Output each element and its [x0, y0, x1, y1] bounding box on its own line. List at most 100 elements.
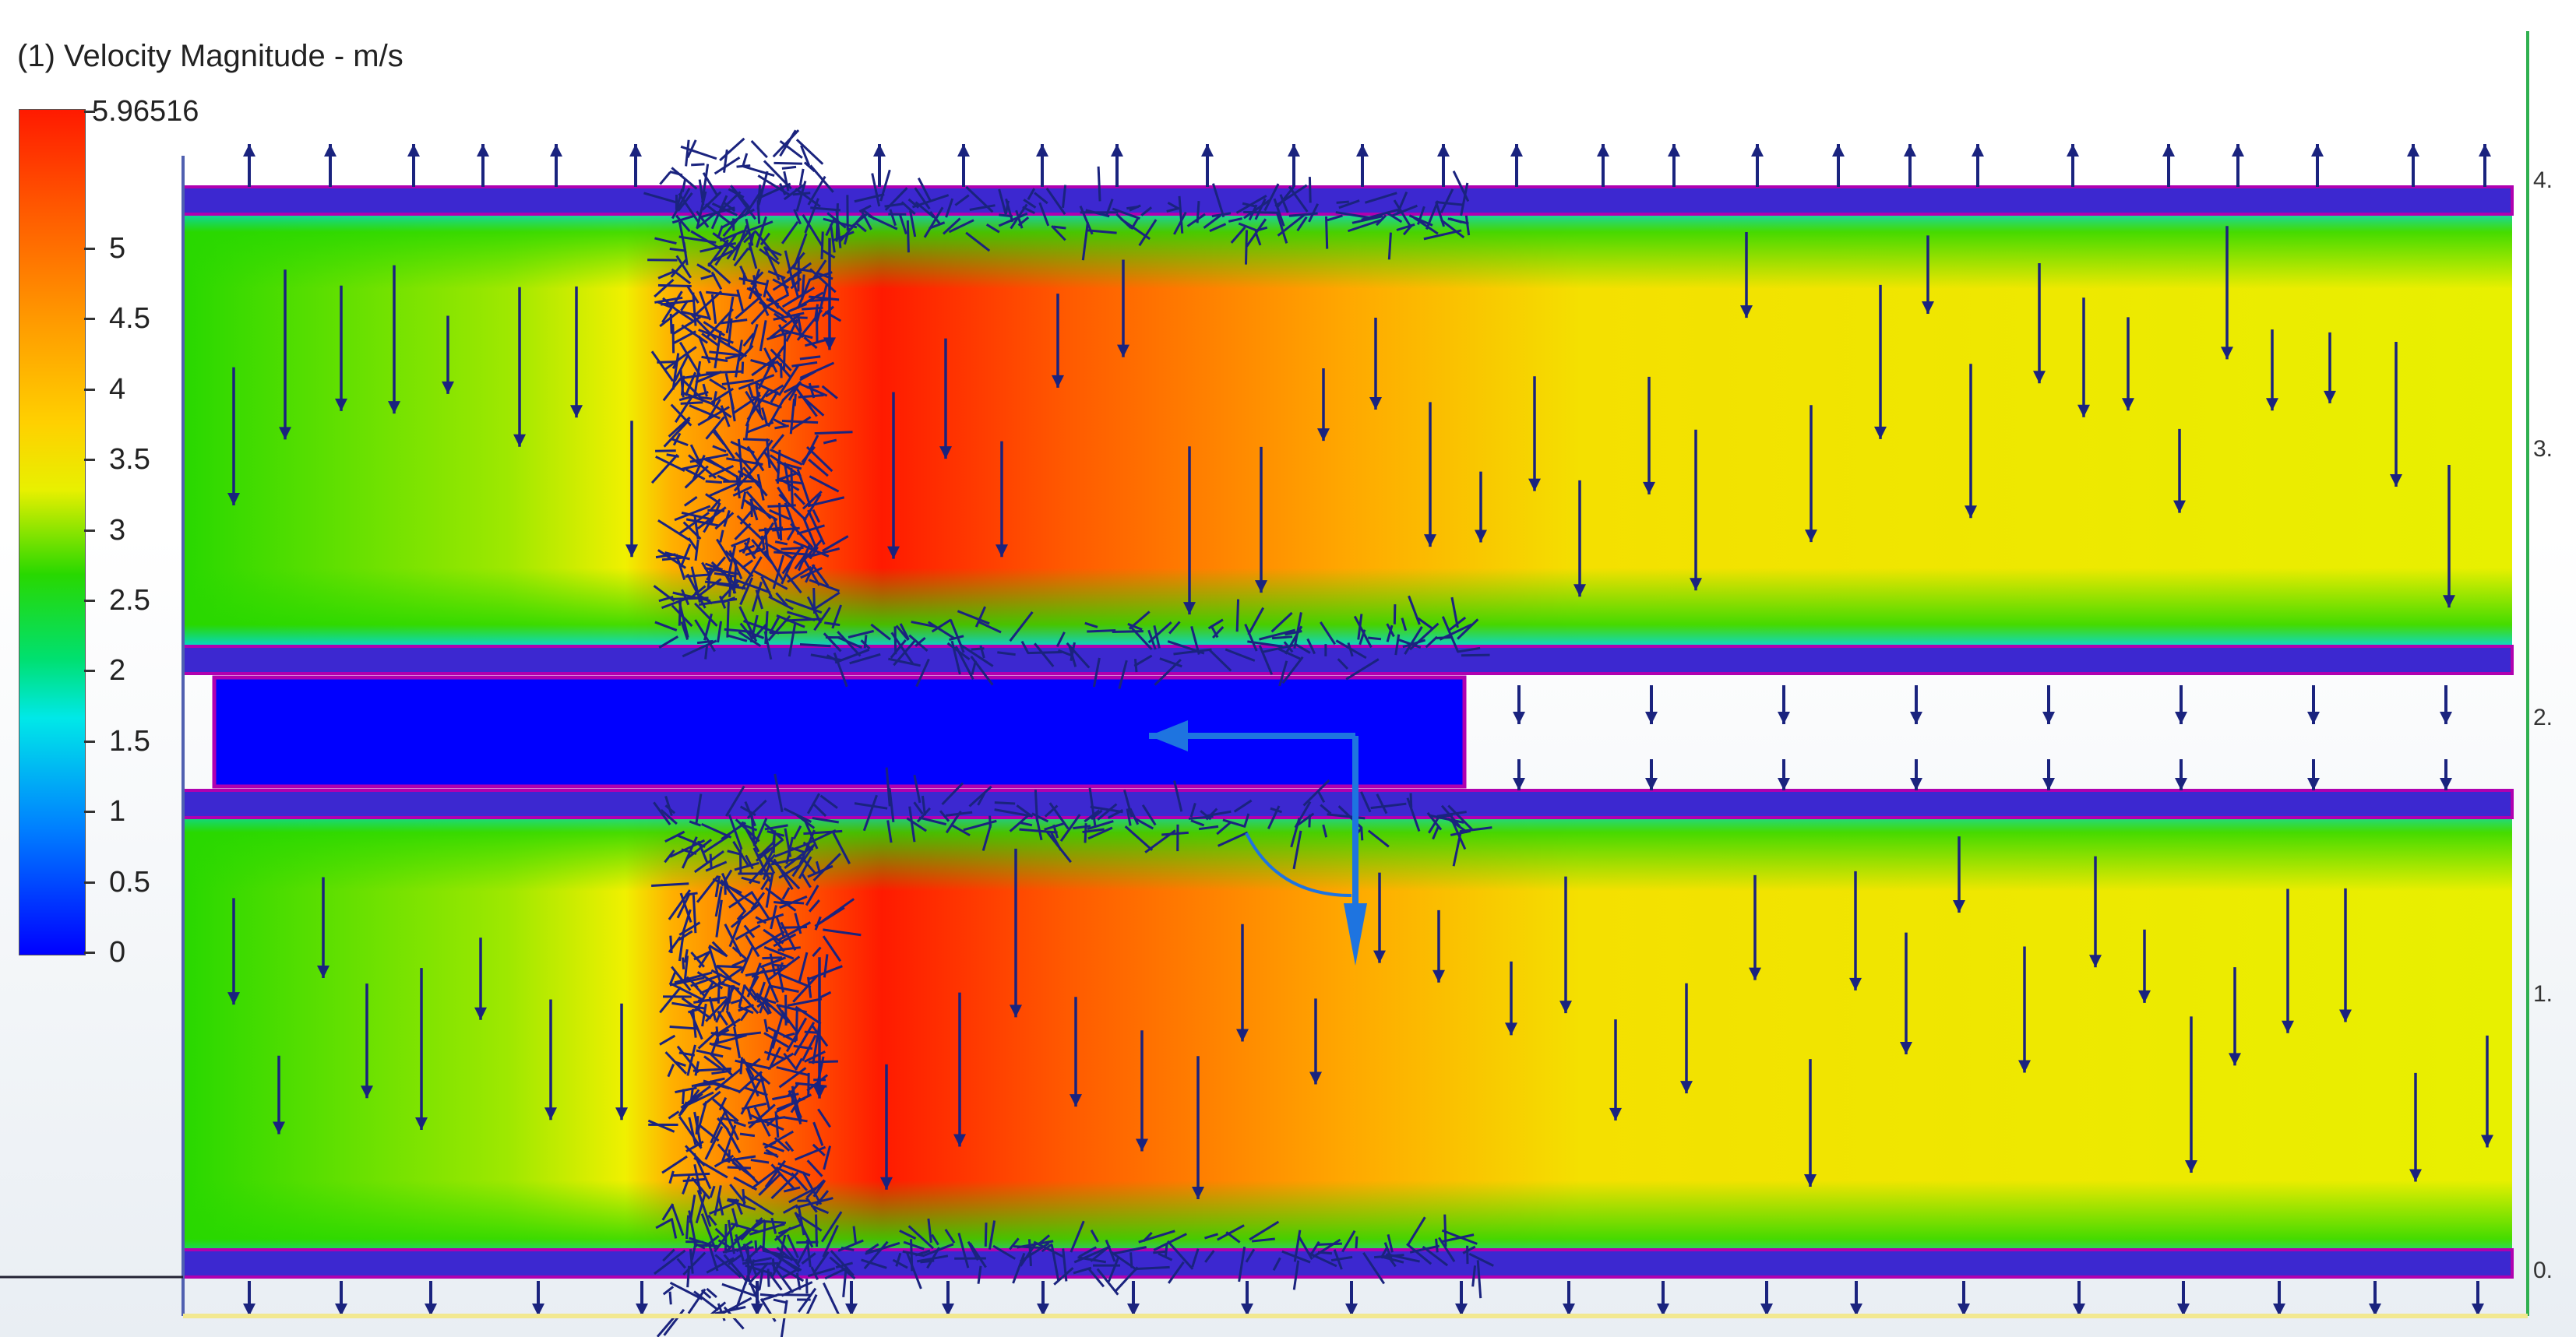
turbulent-vector — [808, 382, 816, 399]
view-direction-icon[interactable] — [1149, 720, 1367, 966]
turbulent-vector — [754, 818, 768, 845]
turbulent-vector — [1246, 218, 1267, 248]
turbulent-vector — [1127, 622, 1143, 631]
turbulent-vector — [1087, 229, 1117, 234]
turbulent-vector — [1027, 188, 1036, 200]
turbulent-vector — [855, 221, 867, 233]
turbulent-vector — [756, 997, 769, 1008]
turbulent-vector — [687, 1091, 714, 1106]
turbulent-vector — [1428, 815, 1441, 834]
turbulent-vector — [802, 1171, 823, 1205]
turbulent-vector — [739, 1009, 749, 1022]
turbulent-vector — [805, 445, 833, 473]
turbulent-vector — [680, 401, 703, 405]
turbulent-vector — [733, 247, 749, 267]
turbulent-vector — [1138, 219, 1158, 247]
turbulent-vector — [766, 1052, 795, 1070]
turbulent-vector — [678, 391, 709, 402]
turbulent-vector — [743, 1195, 774, 1216]
vector-arrow-head — [2122, 398, 2134, 411]
turbulent-vector — [732, 560, 738, 594]
turbulent-vector — [643, 192, 679, 205]
vector-arrow-head — [1573, 584, 1586, 597]
turbulent-vector — [668, 1170, 675, 1184]
turbulent-vector — [767, 1271, 783, 1291]
turbulent-vector — [664, 804, 676, 815]
turbulent-vector — [727, 1012, 735, 1024]
turbulent-vector — [1085, 209, 1110, 218]
turbulent-vector — [730, 1222, 759, 1233]
vector-arrow-head — [2273, 1304, 2285, 1316]
turbulent-vector — [778, 479, 803, 485]
turbulent-vector — [1396, 223, 1415, 231]
turbulent-vector — [743, 499, 778, 522]
turbulent-vector — [702, 456, 721, 469]
turbulent-vector — [721, 1282, 759, 1298]
turbulent-vector — [669, 248, 686, 252]
turbulent-vector — [971, 660, 977, 675]
legend-tick-mark — [84, 318, 95, 321]
turbulent-vector — [915, 658, 930, 688]
turbulent-vector — [703, 834, 731, 853]
turbulent-vector — [815, 1190, 830, 1206]
turbulent-vector — [714, 1254, 742, 1279]
turbulent-vector — [1327, 214, 1343, 222]
turbulent-vector — [1423, 229, 1462, 241]
turbulent-vector — [776, 449, 781, 484]
turbulent-vector — [726, 1198, 756, 1211]
turbulent-vector — [1358, 629, 1366, 646]
turbulent-vector — [763, 822, 784, 840]
vector-arrow-head — [442, 381, 454, 394]
turbulent-vector — [988, 1220, 996, 1250]
turbulent-vector — [685, 1215, 690, 1240]
turbulent-vector — [1398, 639, 1422, 649]
turbulent-vector — [781, 546, 804, 551]
turbulent-vector — [657, 283, 692, 287]
turbulent-vector — [775, 917, 786, 939]
turbulent-vector — [1267, 805, 1281, 830]
turbulent-vector — [1355, 1236, 1358, 1249]
turbulent-vector — [791, 843, 816, 878]
turbulent-vector — [657, 269, 676, 280]
turbulent-vector — [781, 165, 797, 170]
vector-arrow-head — [2138, 990, 2151, 1003]
turbulent-vector — [1153, 1250, 1167, 1254]
turbulent-vector — [738, 1005, 754, 1015]
turbulent-vector — [776, 1097, 805, 1111]
vector-arrow-head — [2232, 144, 2244, 157]
legend-color-bar — [19, 109, 86, 955]
vector-arrow-head — [1972, 144, 1984, 157]
turbulent-vector — [908, 806, 916, 843]
turbulent-vector — [809, 579, 840, 593]
turbulent-vector — [800, 383, 828, 397]
turbulent-vector — [786, 1082, 800, 1098]
turbulent-vector — [1259, 628, 1296, 641]
turbulent-vector — [763, 280, 770, 298]
turbulent-vector — [895, 1252, 902, 1267]
turbulent-vector — [711, 941, 728, 958]
turbulent-vector — [1173, 780, 1183, 812]
turbulent-vector — [671, 604, 693, 628]
turbulent-vector — [705, 416, 725, 440]
turbulent-vector — [710, 498, 721, 512]
turbulent-vector — [696, 211, 717, 230]
turbulent-vector — [659, 1034, 676, 1046]
turbulent-vector — [784, 502, 796, 530]
turbulent-vector — [952, 824, 971, 837]
vector-arrow-head — [425, 1304, 437, 1316]
turbulent-vector — [752, 847, 772, 882]
vector-arrow-head — [629, 144, 642, 157]
turbulent-vector — [728, 891, 754, 909]
turbulent-vector — [1070, 1220, 1085, 1253]
legend-tick-mark — [84, 740, 95, 743]
turbulent-vector — [1027, 650, 1062, 655]
turbulent-vector — [888, 788, 895, 823]
turbulent-vector — [1281, 656, 1304, 684]
vector-arrow-head — [2173, 500, 2186, 513]
turbulent-vector — [746, 388, 771, 420]
vector-arrow-head — [1563, 1304, 1575, 1316]
turbulent-vector — [667, 1064, 675, 1078]
turbulent-vector — [1402, 639, 1426, 649]
